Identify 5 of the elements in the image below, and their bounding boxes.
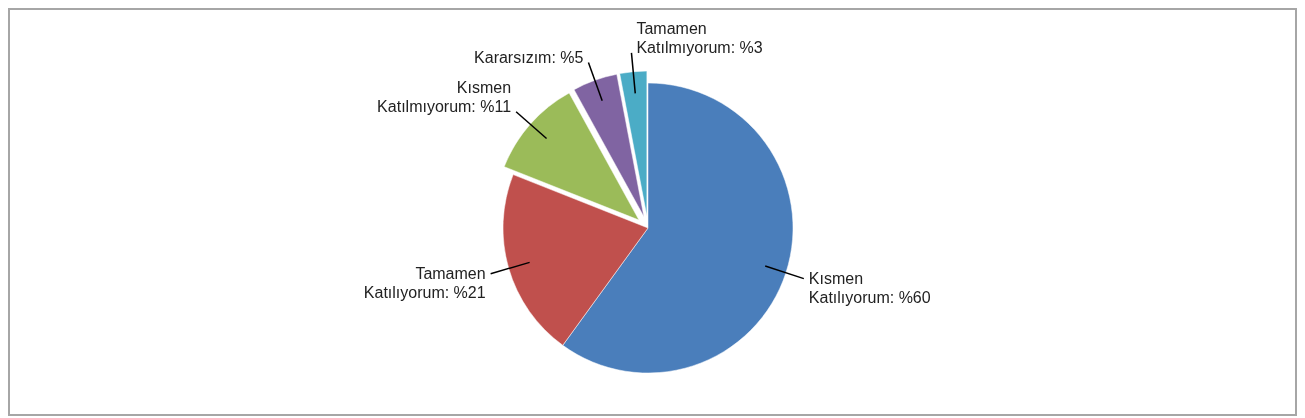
slice-label: Kısmen Katılıyorum: %60 xyxy=(808,269,931,306)
slice-label: Kısmen Katılmıyorum: %11 xyxy=(377,78,512,115)
slice-label: Kararsızım: %5 xyxy=(474,48,584,66)
slice-label: Tamamen Katılıyorum: %21 xyxy=(363,264,486,301)
slice-label: Tamamen Katılmıyorum: %3 xyxy=(636,19,763,56)
